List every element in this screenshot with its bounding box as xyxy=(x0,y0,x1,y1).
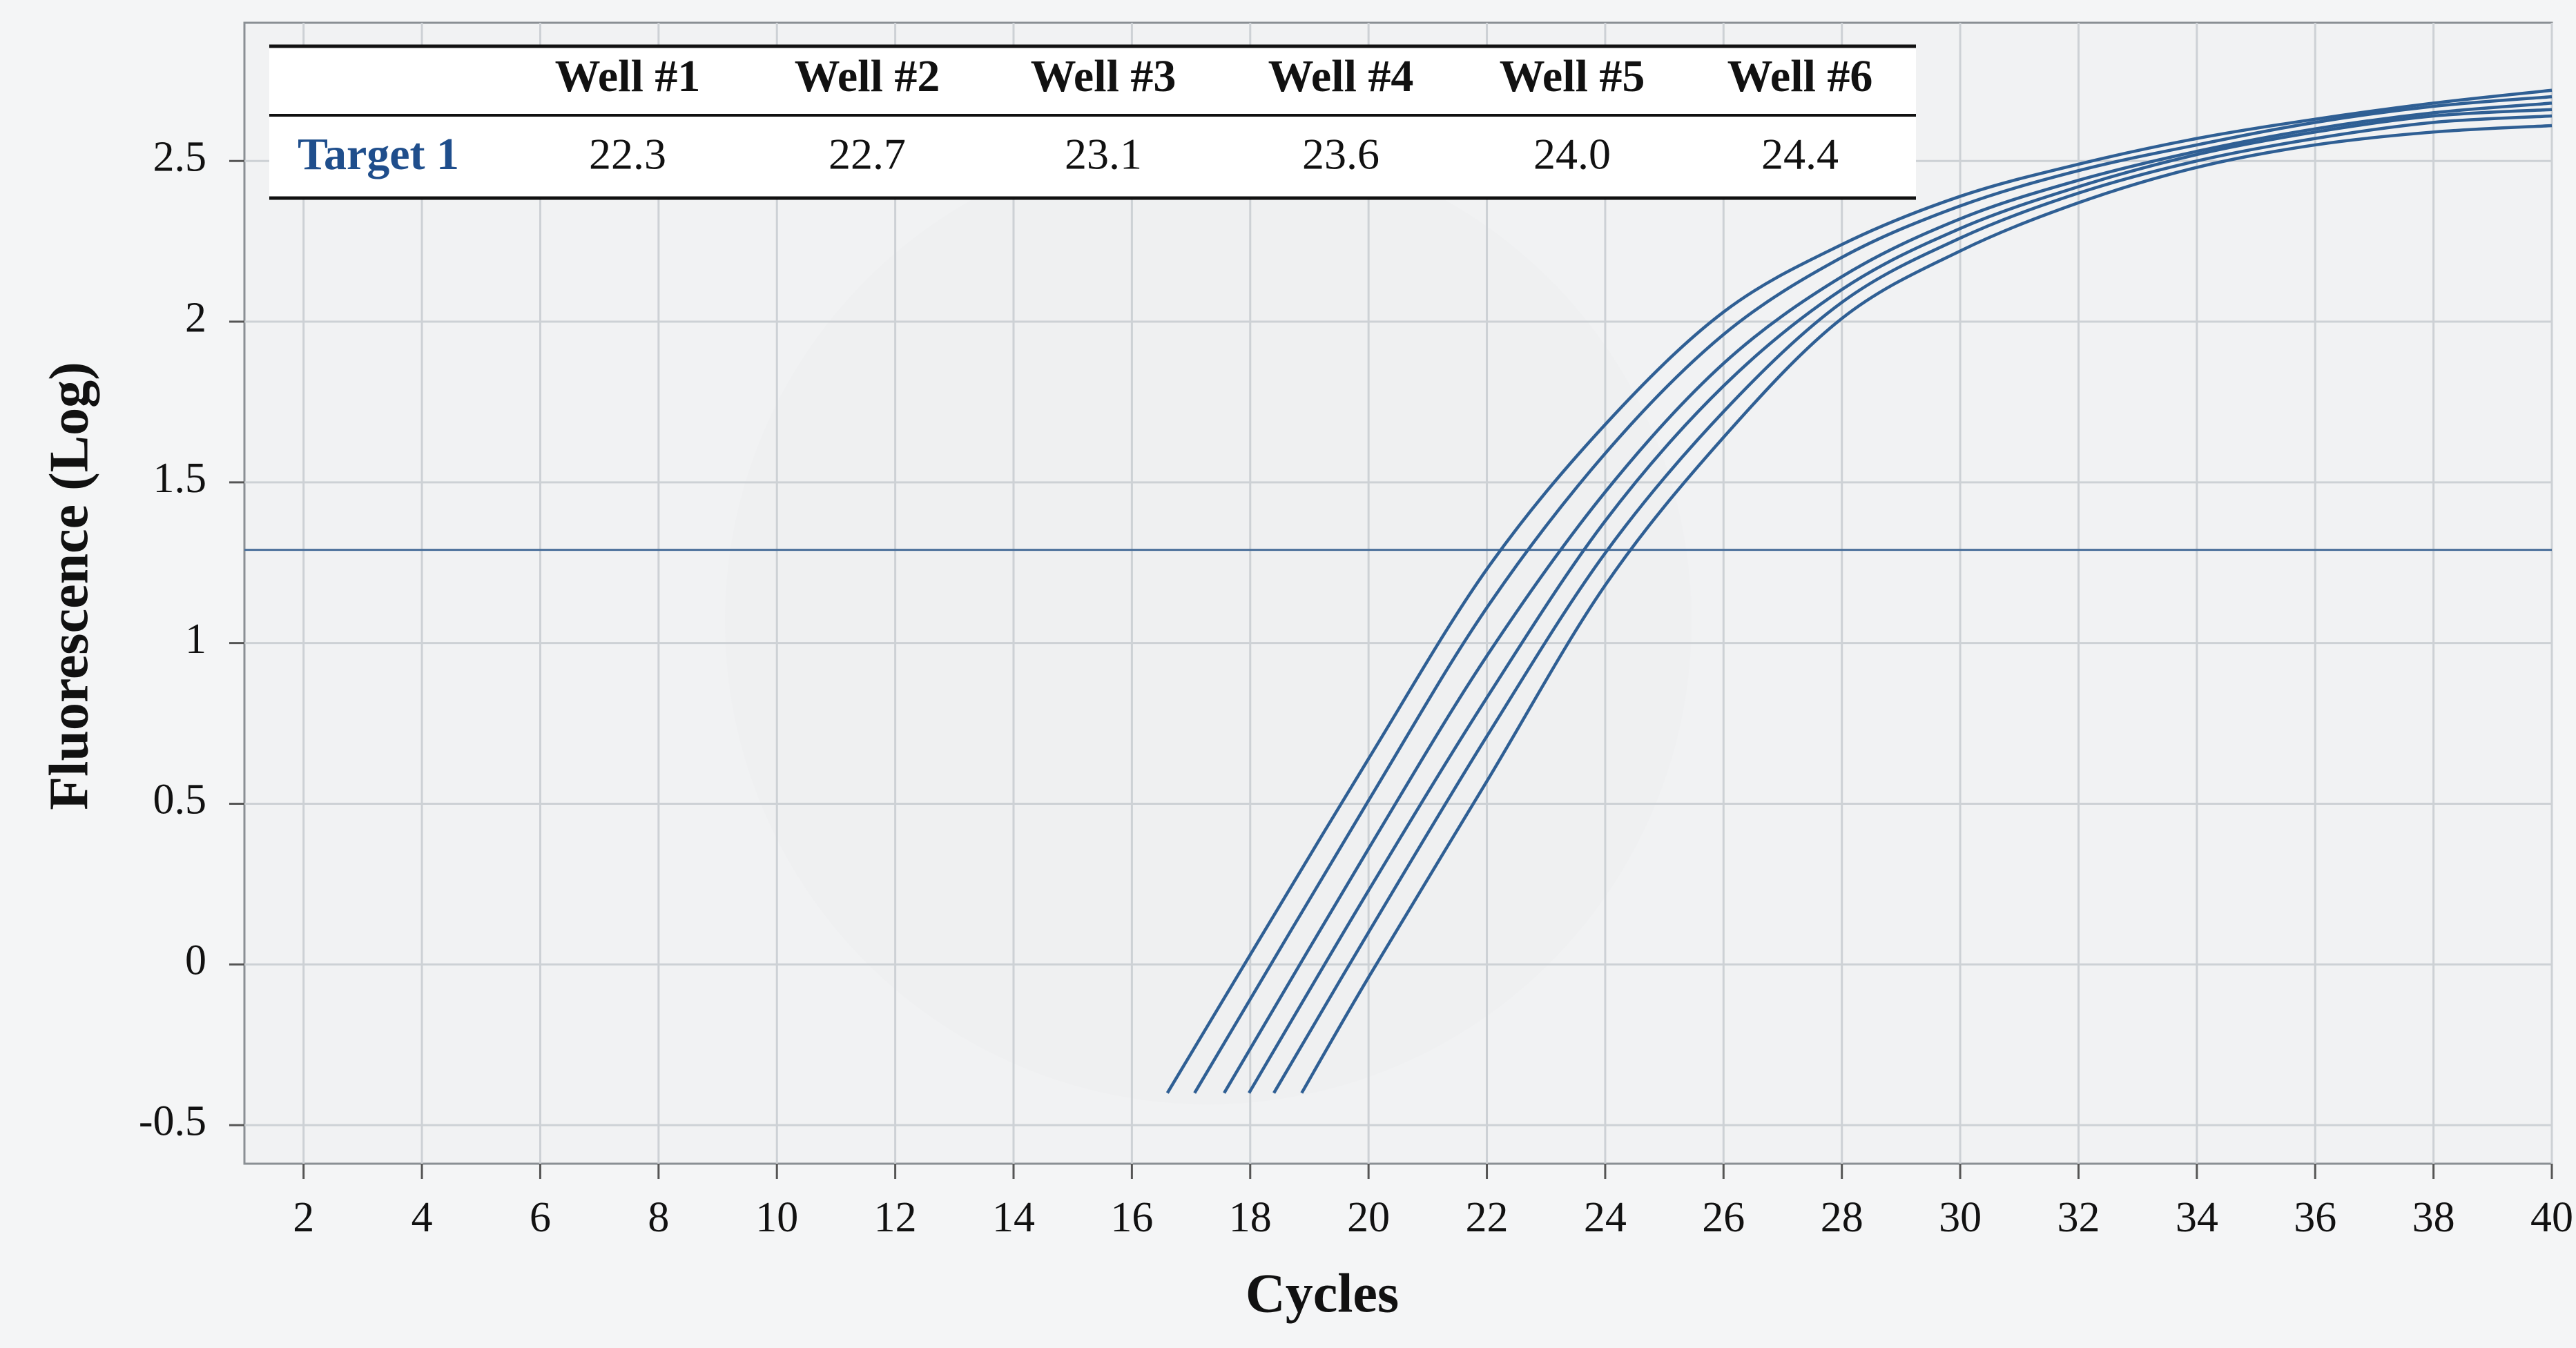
table-cell: 23.6 xyxy=(1302,130,1379,179)
row-label: Target 1 xyxy=(298,129,459,179)
y-tick-label: 2 xyxy=(185,294,206,341)
table-header: Well #5 xyxy=(1500,51,1645,101)
x-tick-label: 28 xyxy=(1821,1194,1863,1241)
x-tick-label: 32 xyxy=(2057,1194,2100,1241)
table-cell: 22.3 xyxy=(589,130,666,179)
table-cell: 24.4 xyxy=(1761,130,1839,179)
y-tick-label: 0.5 xyxy=(153,776,207,823)
x-tick-label: 20 xyxy=(1347,1194,1390,1241)
y-tick-label: 1 xyxy=(185,616,206,663)
amplification-curve xyxy=(1193,95,2553,1094)
table-header: Well #1 xyxy=(555,51,701,101)
y-tick-label: 0 xyxy=(185,937,206,984)
table-cell: 24.0 xyxy=(1533,130,1611,179)
amplification-curve xyxy=(1165,88,2553,1094)
table-background xyxy=(269,46,1916,198)
y-tick-label: 1.5 xyxy=(153,455,207,502)
x-tick-label: 6 xyxy=(530,1194,551,1241)
amplification-curve xyxy=(1272,114,2553,1094)
x-tick-label: 22 xyxy=(1466,1194,1509,1241)
x-axis-title: Cycles xyxy=(1246,1263,1399,1324)
x-tick-label: 18 xyxy=(1229,1194,1272,1241)
y-axis-title: Fluorescence (Log) xyxy=(39,362,99,810)
x-tick-label: 2 xyxy=(293,1194,314,1241)
x-tick-label: 24 xyxy=(1584,1194,1627,1241)
x-tick-label: 34 xyxy=(2176,1194,2218,1241)
x-tick-label: 12 xyxy=(874,1194,917,1241)
x-tick-label: 38 xyxy=(2412,1194,2455,1241)
x-tick-label: 36 xyxy=(2294,1194,2336,1241)
table: Well #1 Well #2 Well #3 Well #4 Well #5 Well … xyxy=(269,44,1916,200)
table-header: Well #2 xyxy=(795,51,940,101)
x-tick-label: 40 xyxy=(2530,1194,2573,1241)
table-cell: 23.1 xyxy=(1065,130,1142,179)
amplification-curve xyxy=(1223,101,2553,1094)
x-tick-label: 8 xyxy=(648,1194,669,1241)
x-tick-label: 30 xyxy=(1939,1194,1982,1241)
table-cell: 22.7 xyxy=(829,130,906,179)
x-tick-label: 4 xyxy=(411,1194,433,1241)
x-tick-label: 26 xyxy=(1702,1194,1745,1241)
amplification-curve xyxy=(1248,108,2553,1094)
lines xyxy=(244,88,2553,1094)
grid xyxy=(229,23,2553,1179)
table-header: Well #3 xyxy=(1031,51,1176,101)
y-tick-label: -0.5 xyxy=(139,1097,206,1144)
table-header: Well #6 xyxy=(1727,51,1873,101)
x-tick-label: 10 xyxy=(755,1194,798,1241)
watermark xyxy=(725,138,1692,1104)
y-tick-label: 2.5 xyxy=(153,133,207,180)
table-header: Well #4 xyxy=(1268,51,1414,101)
x-tick-label: 16 xyxy=(1110,1194,1153,1241)
x-tick-label: 14 xyxy=(992,1194,1035,1241)
amplification-curve xyxy=(1300,124,2553,1094)
